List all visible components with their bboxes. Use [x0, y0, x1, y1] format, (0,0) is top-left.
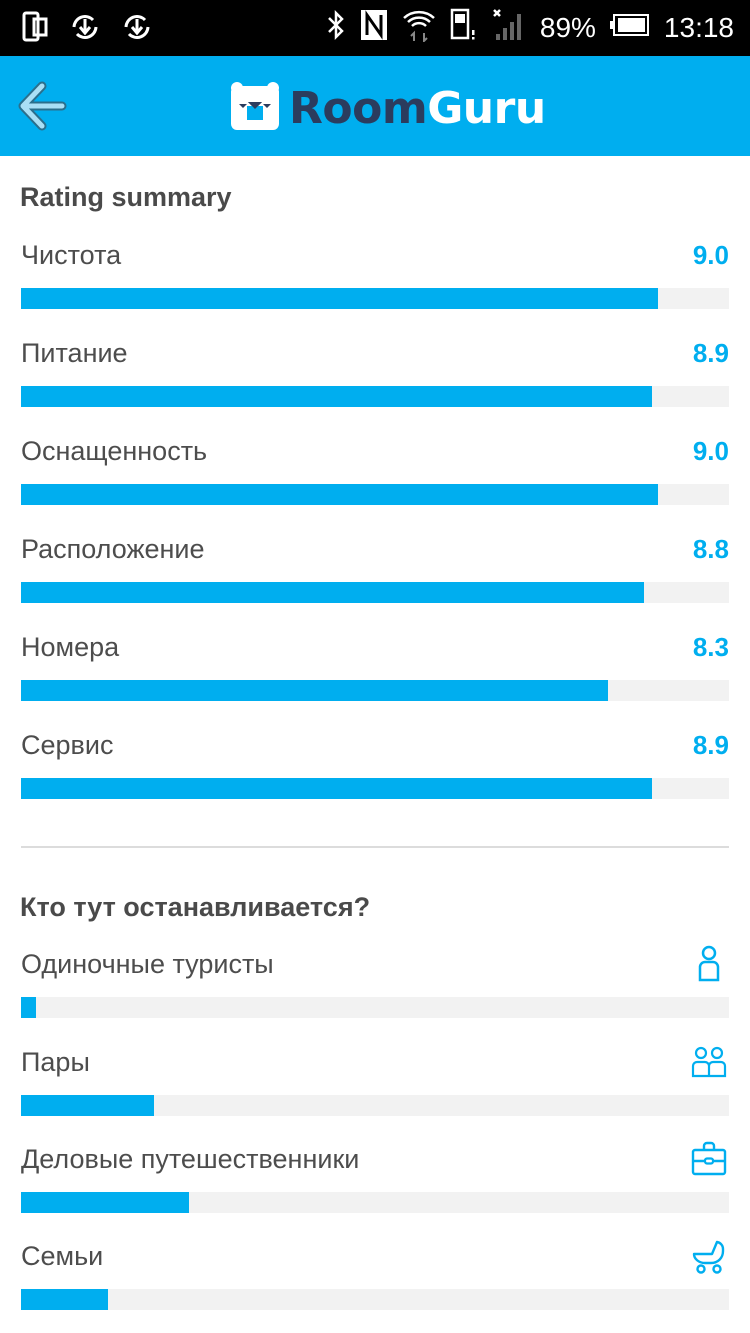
travelers-title: Кто тут останавливается? [20, 892, 371, 922]
rating-row: Расположение 8.8 [21, 534, 729, 614]
single-person-icon [691, 943, 727, 983]
couple-icon [691, 1041, 727, 1081]
traveler-bar-track [21, 1289, 729, 1310]
rating-value: 9.0 [692, 240, 729, 270]
signal-no-data-icon [492, 8, 526, 47]
rating-label: Чистота [21, 240, 122, 270]
rating-summary-title: Rating summary [20, 182, 232, 212]
traveler-row: Одиночные туристы [21, 945, 729, 1029]
battery-icon [609, 13, 650, 42]
rating-bar-track [21, 386, 729, 407]
section-divider [21, 846, 729, 848]
rating-label: Сервис [21, 730, 114, 760]
traveler-label: Деловые путешественники [21, 1144, 360, 1174]
bear-icon [229, 80, 281, 137]
rating-bar-track [21, 778, 729, 799]
traveler-label: Семьи [21, 1241, 104, 1271]
clock: 13:18 [663, 11, 734, 43]
app-bar: RoomGuru [0, 56, 750, 156]
traveler-label: Пары [21, 1047, 90, 1077]
traveler-bar-fill [21, 1192, 189, 1213]
rating-label: Расположение [21, 534, 205, 564]
rating-bar-track [21, 680, 729, 701]
rating-bar-fill [21, 288, 658, 309]
sync-download-icon [68, 10, 102, 49]
traveler-row: Семьи [21, 1240, 729, 1321]
logo-guru: Guru [427, 83, 546, 134]
rating-row: Номера 8.3 [21, 632, 729, 712]
phone-transfer-icon [22, 10, 50, 49]
status-bar: 89% 13:18 [0, 0, 750, 56]
rating-label: Оснащенность [21, 436, 208, 466]
rating-value: 8.8 [692, 534, 729, 564]
bluetooth-icon [326, 9, 346, 46]
rating-row: Оснащенность 9.0 [21, 436, 729, 516]
traveler-label: Одиночные туристы [21, 949, 274, 979]
rating-bar-track [21, 582, 729, 603]
logo-room: Room [289, 83, 428, 134]
sim-alert-icon [450, 8, 478, 47]
roomguru-logo: RoomGuru [229, 80, 546, 137]
traveler-bar-track [21, 997, 729, 1018]
sync-download-icon [120, 10, 154, 49]
rating-bar-fill [21, 778, 652, 799]
nfc-icon [360, 9, 388, 46]
logo-wordmark: RoomGuru [289, 83, 546, 134]
traveler-bar-track [21, 1095, 729, 1116]
rating-label: Питание [21, 338, 128, 368]
battery-percent: 89% [539, 11, 596, 43]
traveler-bar-fill [21, 1095, 154, 1116]
rating-value: 8.9 [692, 730, 729, 760]
arrow-left-icon [14, 81, 74, 140]
rating-bar-fill [21, 484, 658, 505]
briefcase-icon [691, 1138, 727, 1178]
traveler-bar-fill [21, 997, 36, 1018]
rating-row: Чистота 9.0 [21, 240, 729, 320]
rating-value: 8.9 [692, 338, 729, 368]
rating-bar-track [21, 288, 729, 309]
traveler-row: Деловые путешественники [21, 1141, 729, 1224]
rating-bar-fill [21, 386, 652, 407]
rating-value: 8.3 [692, 632, 729, 662]
rating-bar-track [21, 484, 729, 505]
stroller-icon [691, 1235, 727, 1275]
rating-bar-fill [21, 582, 644, 603]
rating-label: Номера [21, 632, 120, 662]
traveler-row: Пары [21, 1046, 729, 1127]
back-button[interactable] [14, 76, 74, 136]
rating-row: Питание 8.9 [21, 338, 729, 418]
rating-bar-fill [21, 680, 608, 701]
wifi-icon [402, 8, 436, 47]
rating-value: 9.0 [692, 436, 729, 466]
rating-row: Сервис 8.9 [21, 730, 729, 810]
traveler-bar-fill [21, 1289, 108, 1310]
traveler-bar-track [21, 1192, 729, 1213]
